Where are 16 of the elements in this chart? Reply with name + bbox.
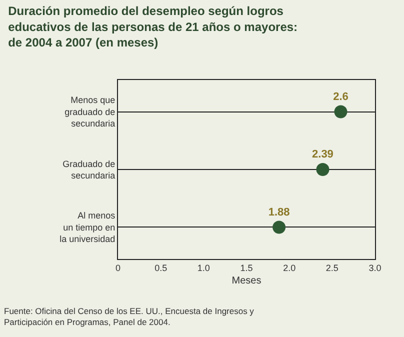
chart-title: Duración promedio del desempleo según logros educativos de las personas de 21 años o mayores: de 2004 a 2007 (en meses) — [8, 4, 298, 50]
source-note: Fuente: Oficina del Censo de los EE. UU., Encuesta de Ingresos y Participación en Programas, Panel de 2004. — [4, 306, 255, 328]
x-tick-label: 0 — [115, 262, 121, 273]
y-tick-label: Menos que graduado de secundaria — [64, 95, 116, 129]
data-label: 1.88 — [268, 206, 290, 218]
x-axis-title: Meses — [232, 275, 262, 286]
x-tick-label: 1.5 — [240, 262, 253, 273]
x-tick-label: 2.5 — [326, 262, 338, 273]
data-label: 2.39 — [312, 148, 334, 161]
x-tick-label: 3.0 — [368, 262, 382, 273]
x-tick-label: 0.5 — [154, 262, 168, 273]
x-tick-label: 1.0 — [197, 262, 210, 273]
y-tick-label: Al menos un tiempo en la universidad — [60, 210, 116, 244]
data-label: 2.6 — [333, 90, 348, 103]
y-tick-label: Graduado de secundaria — [62, 158, 116, 180]
x-tick-label: 2.0 — [283, 262, 296, 273]
